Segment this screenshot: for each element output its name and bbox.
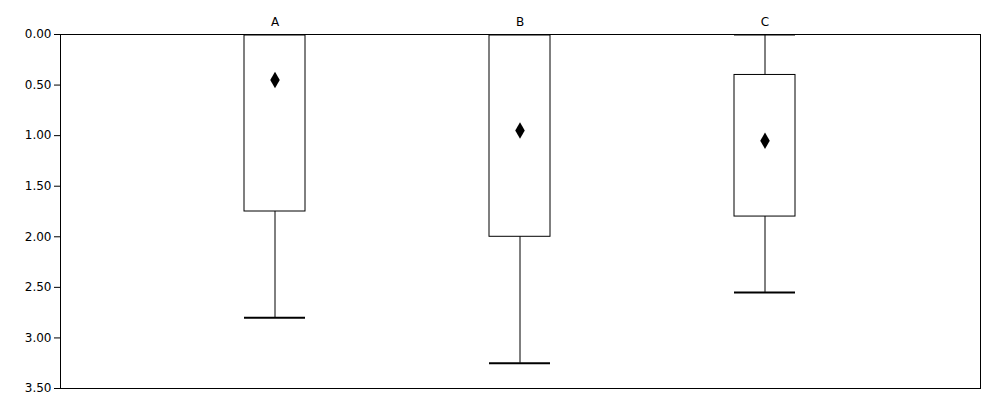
svg-text:C: C <box>761 15 769 29</box>
svg-text:2.00: 2.00 <box>25 230 52 244</box>
svg-text:0.00: 0.00 <box>25 27 52 41</box>
svg-text:3.00: 3.00 <box>25 331 52 345</box>
svg-text:1.50: 1.50 <box>25 179 52 193</box>
svg-text:0.50: 0.50 <box>25 78 52 92</box>
svg-text:2.50: 2.50 <box>25 280 52 294</box>
svg-text:3.50: 3.50 <box>25 381 52 395</box>
svg-text:A: A <box>271 15 280 29</box>
svg-text:1.00: 1.00 <box>25 128 52 142</box>
svg-text:B: B <box>516 15 524 29</box>
